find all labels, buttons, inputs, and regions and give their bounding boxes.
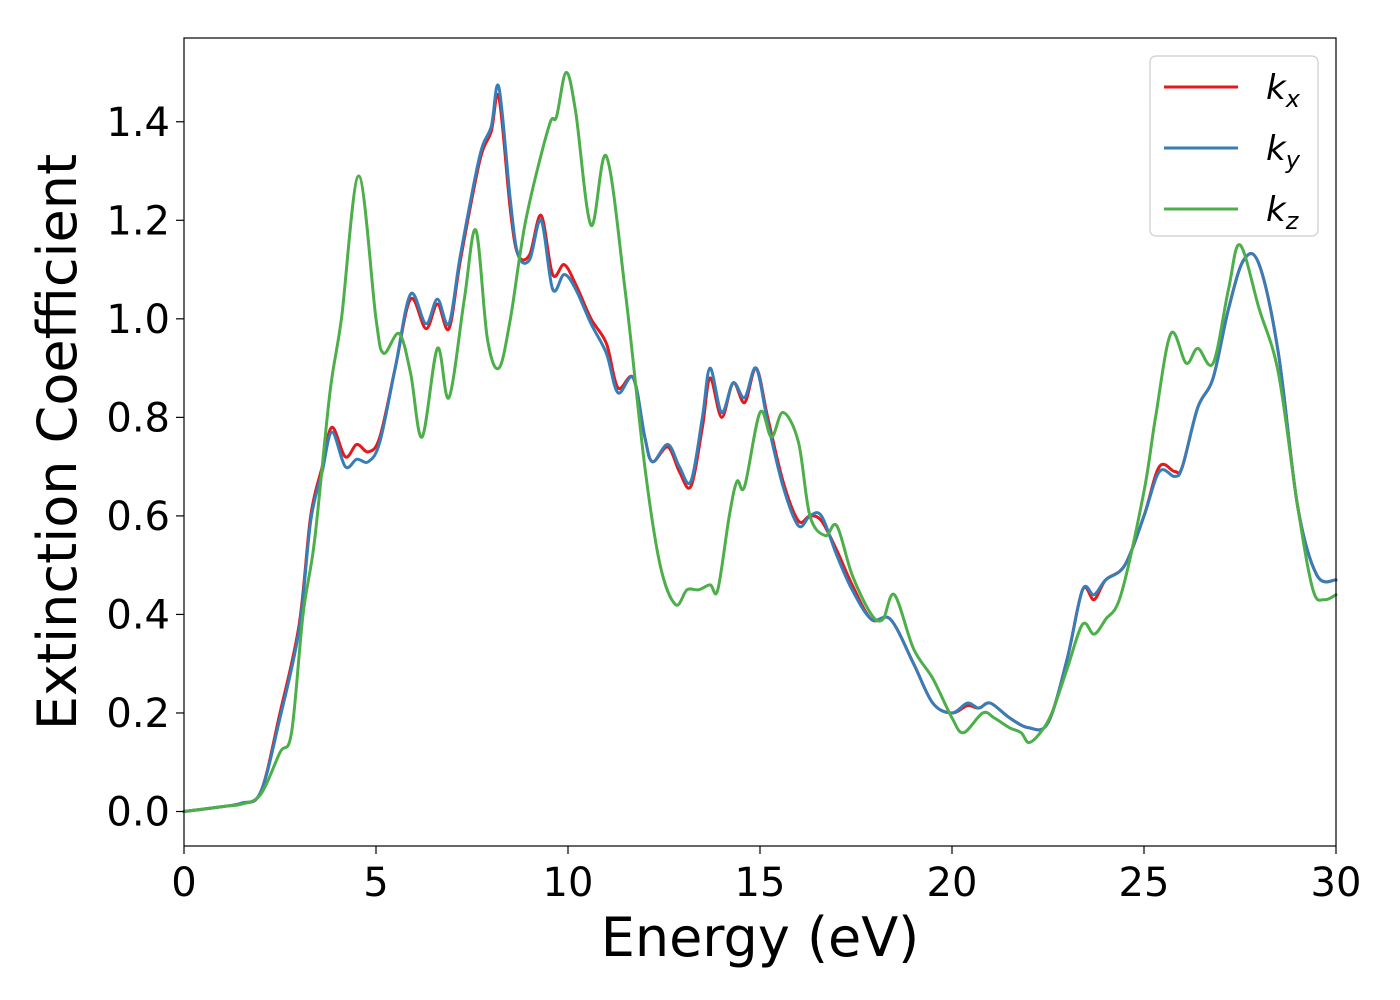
- legend-label-subscript: z: [1285, 207, 1300, 235]
- y-tick-label: 0.2: [106, 691, 170, 737]
- x-tick-label: 20: [927, 860, 978, 906]
- x-axis-title: Energy (eV): [601, 906, 920, 969]
- y-tick-label: 1.4: [106, 100, 170, 146]
- legend-label-subscript: y: [1285, 146, 1301, 174]
- legend-label-main: k: [1266, 68, 1287, 108]
- y-tick-label: 0.0: [106, 790, 170, 836]
- x-tick-label: 25: [1119, 860, 1170, 906]
- y-axis: 0.0 0.2 0.4 0.6 0.8 1.0 1.2 1.4: [106, 100, 184, 836]
- legend-label-kz: kz: [1266, 190, 1300, 235]
- y-tick-label: 0.4: [106, 592, 170, 638]
- legend-label-kx: kx: [1266, 68, 1301, 113]
- y-axis-title: Extinction Coefficient: [26, 154, 89, 730]
- series-line-kz: [182, 70, 1338, 814]
- x-axis: 0 5 10 15 20 25 30: [171, 846, 1361, 906]
- legend-label-main: k: [1266, 190, 1287, 230]
- x-tick-label: 30: [1311, 860, 1362, 906]
- y-tick-label: 1.2: [106, 198, 170, 244]
- legend-label-subscript: x: [1285, 85, 1301, 113]
- x-tick-label: 15: [735, 860, 786, 906]
- x-tick-label: 10: [543, 860, 594, 906]
- legend-label-main: k: [1266, 129, 1287, 169]
- series-layer: [182, 70, 1338, 814]
- x-tick-label: 0: [171, 860, 196, 906]
- y-tick-label: 0.6: [106, 494, 170, 540]
- legend-box: [1149, 55, 1319, 237]
- series-line-ky: [182, 83, 1338, 814]
- legend-label-ky: ky: [1266, 129, 1301, 174]
- y-tick-label: 0.8: [106, 395, 170, 441]
- y-tick-label: 1.0: [106, 297, 170, 343]
- x-tick-label: 5: [363, 860, 388, 906]
